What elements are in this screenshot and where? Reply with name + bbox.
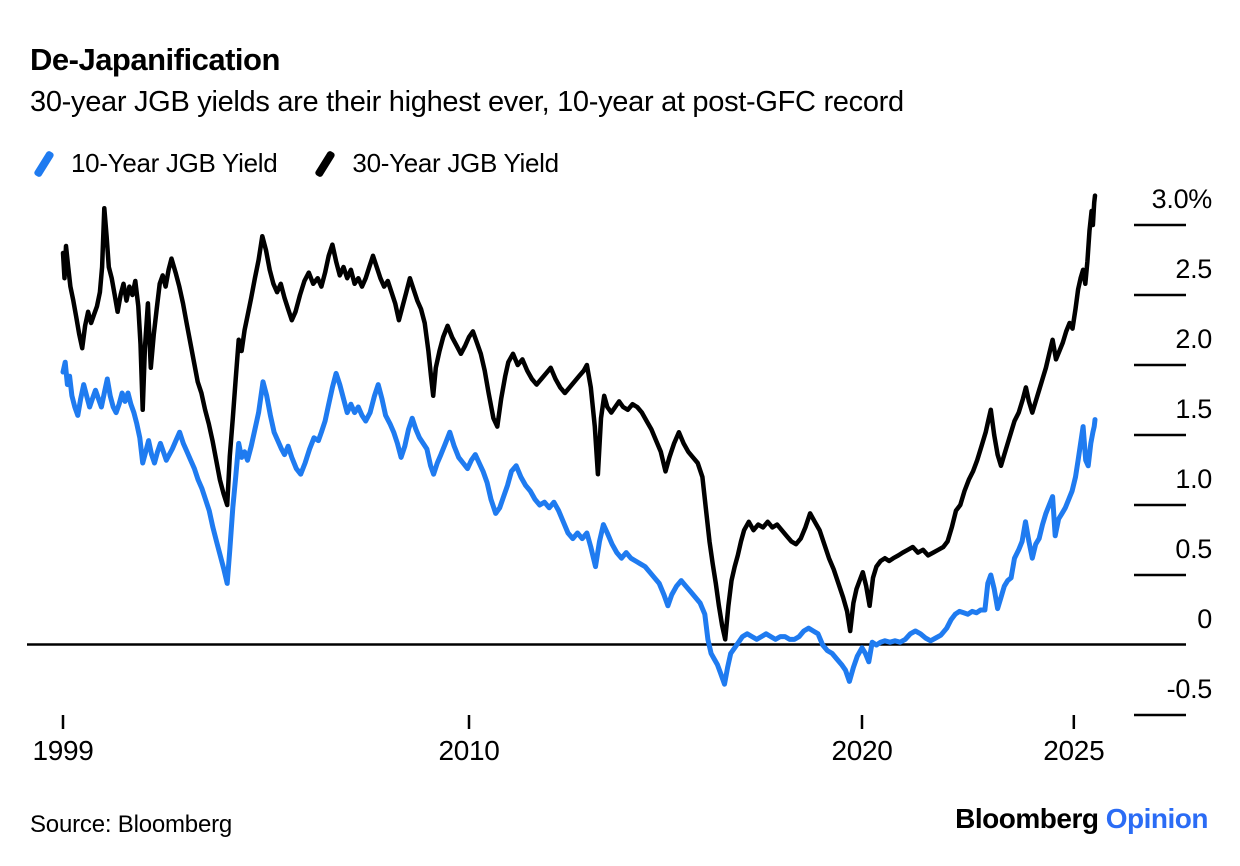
legend-label: 30-Year JGB Yield: [352, 148, 559, 178]
brand-name: Bloomberg: [955, 803, 1099, 834]
y-axis-label: 0.5: [1175, 534, 1212, 564]
y-axis-label: 3.0%: [1151, 184, 1213, 214]
legend-item-10-year: 10-Year JGB Yield: [30, 148, 278, 179]
x-axis-label: 1999: [32, 735, 94, 766]
y-axis-label: 1.5: [1175, 394, 1212, 424]
x-axis-label: 2010: [438, 735, 500, 766]
y-axis-label: -0.5: [1166, 674, 1213, 704]
x-axis-label: 2020: [831, 735, 893, 766]
series-line-10-year: [60, 359, 1098, 687]
y-axis-label: 2.0: [1175, 324, 1212, 354]
chart-subtitle: 30-year JGB yields are their highest eve…: [30, 86, 904, 118]
legend-label: 10-Year JGB Yield: [71, 148, 278, 178]
chart-title: De-Japanification: [30, 42, 280, 77]
source-note: Source: Bloomberg: [30, 811, 233, 838]
brand-suffix: Opinion: [1105, 803, 1209, 834]
x-axis-label: 2025: [1043, 735, 1105, 766]
y-axis-label: 0: [1197, 604, 1212, 634]
y-axis-label: 2.5: [1175, 254, 1212, 284]
brand-logo: Bloomberg Opinion: [955, 803, 1208, 835]
legend-item-30-year: 30-Year JGB Yield: [311, 148, 559, 179]
chart-legend: 10-Year JGB Yield 30-Year JGB Yield: [30, 148, 559, 179]
y-axis-label: 1.0: [1175, 464, 1212, 494]
series-line-30-year: [60, 193, 1098, 642]
